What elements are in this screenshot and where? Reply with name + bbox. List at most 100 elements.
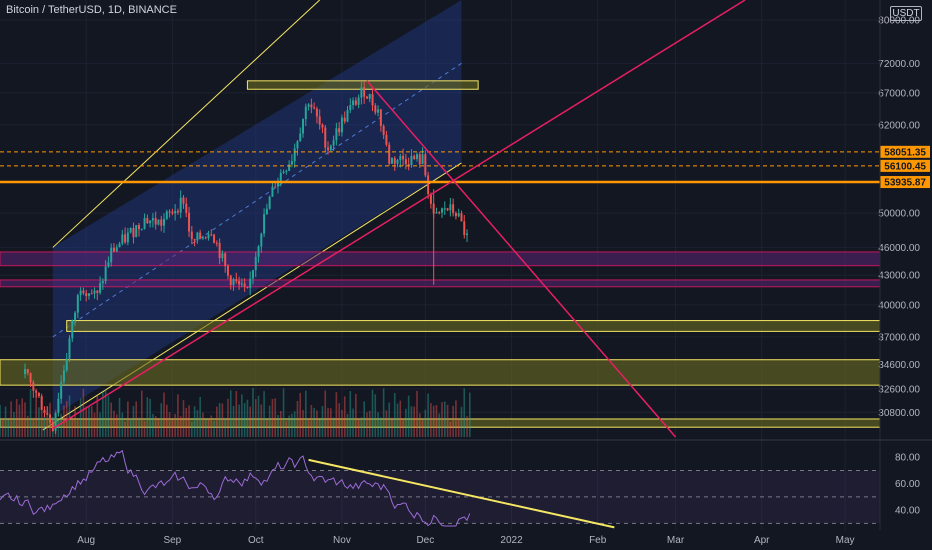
volume-bar	[316, 410, 318, 437]
volume-bar	[138, 417, 140, 437]
candle-body	[124, 234, 127, 243]
candle-body	[377, 109, 380, 113]
volume-bar	[221, 403, 224, 437]
volume-bar	[366, 412, 368, 437]
candle-body	[68, 338, 71, 359]
volume-bar	[163, 392, 165, 437]
candle-body	[104, 266, 107, 282]
rsi-tick-label: 40.00	[895, 506, 920, 517]
symbol-title[interactable]: Bitcoin / TetherUSD, 1D, BINANCE	[6, 4, 177, 16]
candle-body	[321, 124, 324, 128]
candle-body	[388, 144, 391, 164]
volume-bar	[266, 420, 268, 437]
candle-body	[277, 180, 279, 187]
level-badge	[880, 145, 930, 158]
volume-bar	[38, 407, 40, 437]
volume-bar	[288, 415, 290, 437]
rsi-trendline	[308, 458, 615, 529]
volume-bar	[268, 405, 271, 437]
volume-bar	[68, 395, 71, 437]
candle-body	[288, 164, 291, 171]
volume-bar	[46, 406, 49, 437]
candle-body	[396, 160, 399, 164]
volume-bar	[135, 401, 138, 437]
volume-bar	[118, 397, 121, 437]
volume-bar	[177, 394, 179, 437]
level-badge-label: 53935.87	[884, 178, 926, 189]
volume-bar	[327, 407, 329, 437]
candle-body	[40, 396, 43, 410]
candle-body	[146, 218, 149, 224]
volume-bar	[427, 393, 429, 437]
candle-body	[207, 234, 210, 239]
candle-body	[343, 117, 346, 122]
volume-bar	[435, 405, 438, 437]
price-tick-label: 30800.00	[878, 408, 920, 419]
volume-bar	[374, 394, 377, 437]
volume-bar	[402, 418, 404, 437]
level-badge-label: 58051.35	[884, 147, 926, 158]
candle-body	[466, 233, 469, 235]
volume-bar	[363, 401, 365, 437]
candle-body	[449, 204, 452, 211]
level-badge	[880, 176, 930, 189]
candle-body	[365, 96, 368, 99]
candle-body	[346, 110, 349, 122]
volume-bar	[152, 413, 154, 437]
candle-body	[452, 204, 455, 214]
volume-bar	[43, 416, 46, 437]
volume-bar	[171, 419, 174, 437]
candle-body	[407, 164, 410, 166]
candle-body	[460, 213, 463, 222]
price-tick-label: 72000.00	[878, 59, 920, 70]
volume-bar	[82, 388, 85, 437]
volume-bar	[305, 390, 307, 437]
time-tick-label: Apr	[754, 535, 770, 546]
candle-body	[26, 369, 29, 374]
volume-bar	[457, 418, 460, 437]
volume-bar	[418, 413, 421, 437]
volume-bar	[182, 400, 185, 437]
candle-body	[435, 212, 438, 214]
candle-body	[121, 234, 124, 244]
volume-bar	[241, 394, 243, 437]
volume-bar	[343, 396, 346, 437]
volume-bar	[0, 404, 1, 437]
volume-bar	[99, 412, 101, 437]
candle-body	[176, 210, 179, 213]
volume-bar	[391, 417, 393, 437]
candle-body	[112, 247, 115, 252]
candle-body	[215, 242, 218, 244]
candle-body	[371, 94, 374, 106]
volume-bar	[238, 404, 240, 437]
volume-bar	[88, 406, 90, 437]
volume-bar	[168, 412, 171, 437]
candle-body	[135, 225, 138, 238]
volume-bar	[357, 418, 360, 437]
volume-bar	[424, 409, 427, 437]
currency-badge[interactable]: USDT	[890, 6, 922, 21]
candle-body	[265, 208, 268, 215]
volume-bar	[466, 416, 468, 437]
volume-bar	[407, 395, 410, 437]
candle-body	[210, 234, 213, 236]
volume-bar	[380, 417, 382, 437]
volume-bar	[279, 410, 282, 437]
volume-bar	[10, 401, 12, 437]
price-tick-label: 46000.00	[878, 243, 920, 254]
candle-body	[324, 127, 327, 148]
candle-body	[193, 239, 196, 241]
candle-body	[107, 262, 110, 267]
time-tick-label: Feb	[589, 535, 607, 546]
volume-bar	[254, 399, 257, 437]
candle-body	[43, 409, 46, 414]
candle-body	[349, 105, 352, 111]
volume-bar	[146, 397, 149, 437]
candle-body	[307, 104, 310, 107]
candle-body	[171, 211, 174, 214]
top-resistance-box	[246, 80, 479, 90]
volume-bar	[377, 412, 379, 437]
candle-body	[29, 373, 32, 383]
yellow-zone	[0, 359, 881, 386]
